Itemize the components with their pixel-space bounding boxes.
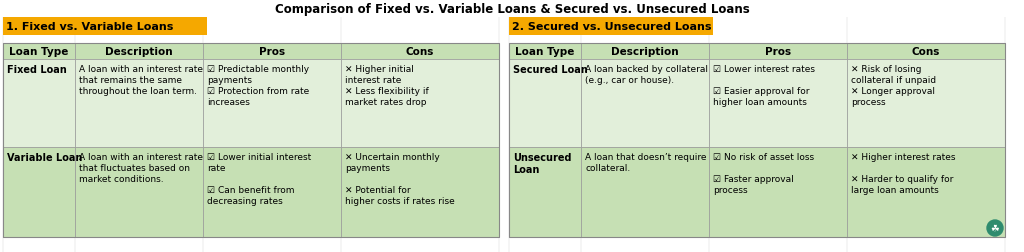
Bar [203,60,341,147]
Text: ☑ Lower initial interest
rate

☑ Can benefit from
decreasing rates: ☑ Lower initial interest rate ☑ Can bene… [207,152,311,206]
Text: ☘: ☘ [990,223,999,233]
Bar [847,60,1005,147]
Bar [341,44,499,60]
Text: 2. Secured vs. Unsecured Loans: 2. Secured vs. Unsecured Loans [512,22,712,32]
Text: Description: Description [611,47,679,57]
Text: Loan Type: Loan Type [9,47,69,57]
Bar [3,60,75,147]
Text: A loan backed by collateral
(e.g., car or house).: A loan backed by collateral (e.g., car o… [585,65,708,85]
Bar [75,44,203,60]
Text: ✕ Higher interest rates

✕ Harder to qualify for
large loan amounts: ✕ Higher interest rates ✕ Harder to qual… [851,152,955,195]
Text: ✕ Uncertain monthly
payments

✕ Potential for
higher costs if rates rise: ✕ Uncertain monthly payments ✕ Potential… [345,152,455,206]
Text: A loan that doesn’t require
collateral.: A loan that doesn’t require collateral. [585,152,707,172]
Text: Variable Loan: Variable Loan [7,152,82,162]
Bar [581,44,709,60]
Text: Loan Type: Loan Type [515,47,574,57]
Bar [509,44,581,60]
Text: Cons: Cons [911,47,940,57]
Text: Comparison of Fixed vs. Variable Loans & Secured vs. Unsecured Loans: Comparison of Fixed vs. Variable Loans &… [274,3,750,15]
Text: ☑ Predictable monthly
payments
☑ Protection from rate
increases: ☑ Predictable monthly payments ☑ Protect… [207,65,309,107]
Bar [3,44,75,60]
Bar [509,147,581,237]
Bar [581,147,709,237]
Text: Fixed Loan: Fixed Loan [7,65,67,75]
Text: ✕ Higher initial
interest rate
✕ Less flexibility if
market rates drop: ✕ Higher initial interest rate ✕ Less fl… [345,65,429,107]
Bar [3,44,499,237]
Text: ☑ No risk of asset loss

☑ Faster approval
process: ☑ No risk of asset loss ☑ Faster approva… [713,152,814,195]
Bar [3,147,75,237]
Bar [0,0,1024,18]
Bar [709,60,847,147]
Text: Pros: Pros [259,47,285,57]
Text: A loan with an interest rate
that fluctuates based on
market conditions.: A loan with an interest rate that fluctu… [79,152,203,183]
Text: Cons: Cons [406,47,434,57]
Text: ☑ Lower interest rates

☑ Easier approval for
higher loan amounts: ☑ Lower interest rates ☑ Easier approval… [713,65,815,107]
Bar [581,60,709,147]
Text: A loan with an interest rate
that remains the same
throughout the loan term.: A loan with an interest rate that remain… [79,65,203,96]
Bar [75,147,203,237]
Bar [341,147,499,237]
Bar [509,44,1005,237]
Text: ✕ Risk of losing
collateral if unpaid
✕ Longer approval
process: ✕ Risk of losing collateral if unpaid ✕ … [851,65,936,107]
Circle shape [987,220,1002,236]
Bar [709,44,847,60]
Text: Unsecured
Loan: Unsecured Loan [513,152,571,175]
Bar [203,44,341,60]
Text: 1. Fixed vs. Variable Loans: 1. Fixed vs. Variable Loans [6,22,173,32]
Text: Secured Loan: Secured Loan [513,65,588,75]
Bar [847,44,1005,60]
Bar [3,18,207,36]
Bar [75,60,203,147]
Text: Description: Description [105,47,173,57]
Bar [203,147,341,237]
Text: Pros: Pros [765,47,792,57]
Bar [509,60,581,147]
Bar [847,147,1005,237]
Bar [709,147,847,237]
Bar [341,60,499,147]
Bar [509,18,713,36]
